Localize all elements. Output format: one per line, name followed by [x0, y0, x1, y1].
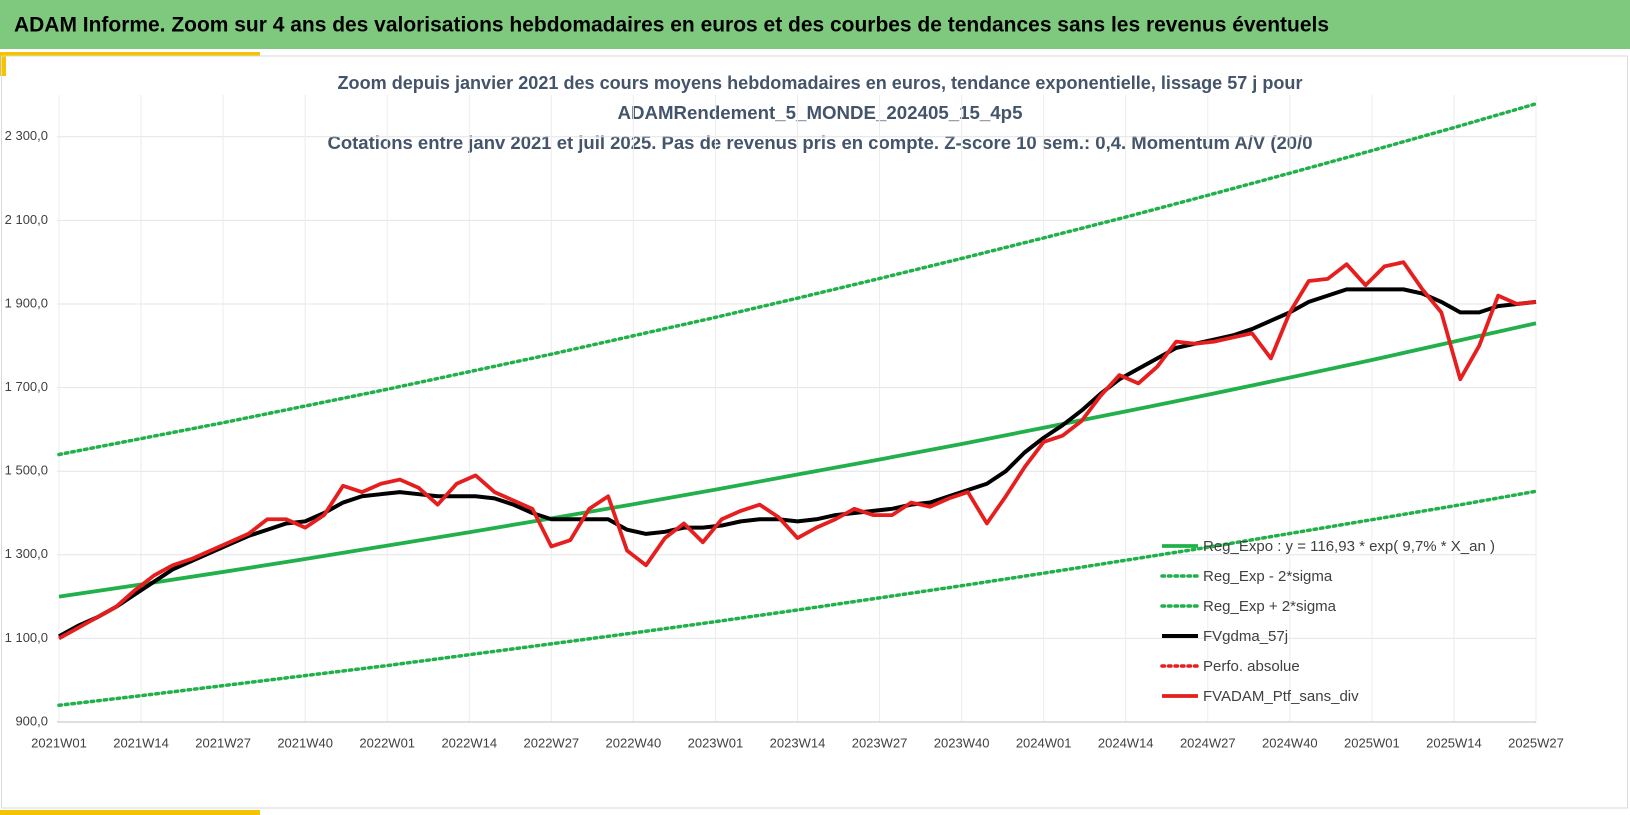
- x-tick-label: 2022W14: [441, 735, 497, 750]
- chart-title: ADAMRendement_5_MONDE_202405_15_4p5: [618, 103, 1023, 123]
- x-tick-label: 2023W27: [852, 735, 908, 750]
- series-line: [57, 489, 1538, 708]
- x-tick-label: 2021W14: [113, 735, 169, 750]
- chart-title: Cotations entre janv 2021 et juil 2025. …: [328, 133, 1313, 153]
- chart-title: Zoom depuis janvier 2021 des cours moyen…: [338, 73, 1303, 93]
- legend-label: FVADAM_Ptf_sans_div: [1203, 688, 1359, 705]
- y-tick-label: 1 100,0: [5, 630, 48, 645]
- x-tick-label: 2022W40: [606, 735, 662, 750]
- x-tick-label: 2023W01: [688, 735, 744, 750]
- x-tick-label: 2023W40: [934, 735, 990, 750]
- x-tick-label: 2024W01: [1016, 735, 1072, 750]
- x-tick-label: 2025W27: [1508, 735, 1564, 750]
- legend-label: Reg_Expo : y = 116,93 * exp( 9,7% * X_an…: [1203, 538, 1495, 555]
- series-line: [57, 102, 1538, 457]
- series-line: [58, 260, 1537, 641]
- x-tick-label: 2025W01: [1344, 735, 1400, 750]
- y-tick-label: 1 900,0: [5, 295, 48, 310]
- x-tick-label: 2022W27: [524, 735, 580, 750]
- x-tick-label: 2024W27: [1180, 735, 1236, 750]
- x-tick-label: 2024W14: [1098, 735, 1154, 750]
- accent: [0, 810, 260, 815]
- chart-border: [1, 55, 1628, 809]
- x-tick-label: 2022W01: [359, 735, 415, 750]
- accent: [0, 52, 260, 56]
- x-tick-label: 2021W01: [31, 735, 87, 750]
- x-tick-label: 2023W14: [770, 735, 826, 750]
- legend-label: Reg_Exp + 2*sigma: [1203, 598, 1337, 615]
- accent: [0, 52, 6, 76]
- y-tick-label: 1 500,0: [5, 463, 48, 478]
- y-tick-label: 1 700,0: [5, 379, 48, 394]
- legend-label: FVgdma_57j: [1203, 628, 1288, 645]
- x-tick-label: 2024W40: [1262, 735, 1318, 750]
- legend-label: Reg_Exp - 2*sigma: [1203, 568, 1333, 585]
- x-tick-label: 2021W27: [195, 735, 251, 750]
- legend-label: Perfo. absolue: [1203, 658, 1300, 675]
- series-line: [58, 321, 1537, 599]
- y-tick-label: 2 300,0: [5, 128, 48, 143]
- x-tick-label: 2021W40: [277, 735, 333, 750]
- x-tick-label: 2025W14: [1426, 735, 1482, 750]
- header-bar: [0, 0, 1630, 49]
- y-tick-label: 1 300,0: [5, 546, 48, 561]
- y-tick-label: 2 100,0: [5, 212, 48, 227]
- header-title: ADAM Informe. Zoom sur 4 ans des valoris…: [14, 14, 1329, 37]
- y-tick-label: 900,0: [15, 713, 48, 728]
